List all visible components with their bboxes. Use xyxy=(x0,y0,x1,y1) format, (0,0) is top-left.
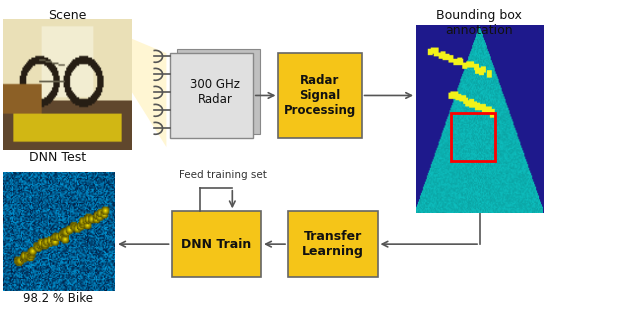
Text: Scene: Scene xyxy=(48,9,86,23)
Text: 300 GHz
Radar: 300 GHz Radar xyxy=(190,78,240,106)
Polygon shape xyxy=(131,38,166,147)
Text: Feed training set: Feed training set xyxy=(179,170,267,180)
Text: Transfer
Learning: Transfer Learning xyxy=(302,230,364,258)
FancyBboxPatch shape xyxy=(177,49,260,134)
FancyBboxPatch shape xyxy=(172,211,261,277)
FancyBboxPatch shape xyxy=(170,53,253,138)
FancyBboxPatch shape xyxy=(288,211,378,277)
Text: 98.2 % Bike: 98.2 % Bike xyxy=(22,292,93,305)
Text: DNN Test: DNN Test xyxy=(29,151,86,164)
Text: DNN Train: DNN Train xyxy=(181,238,252,251)
Text: Radar
Signal
Processing: Radar Signal Processing xyxy=(284,74,356,117)
Text: Bounding box
annotation: Bounding box annotation xyxy=(436,9,522,37)
FancyBboxPatch shape xyxy=(278,53,362,138)
